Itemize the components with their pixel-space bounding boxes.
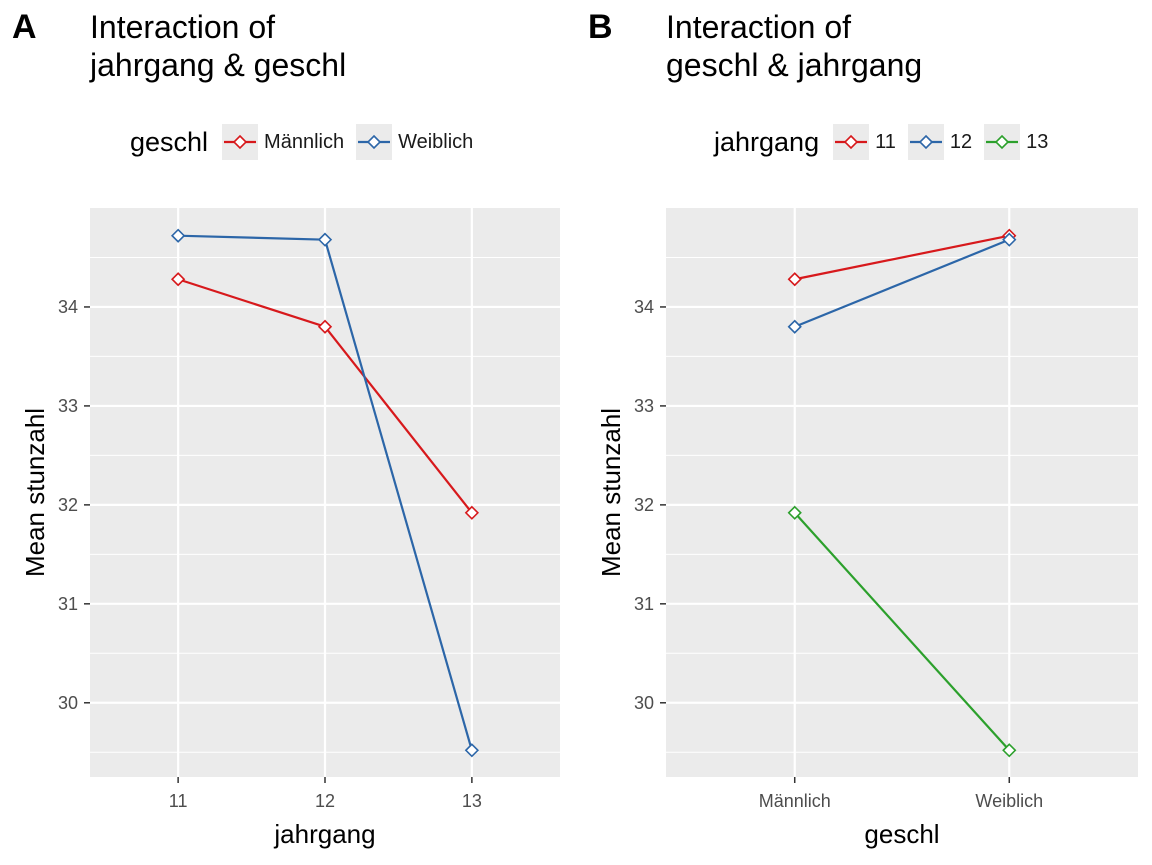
legend-title: jahrgang: [714, 126, 820, 157]
legend-key: [356, 124, 393, 160]
y-tick-label: 30: [634, 693, 654, 713]
legend-item: Weiblich: [356, 124, 473, 160]
plot-area: 30 31 32 33 34 11 12 13 jahrgang Mean stunzahl: [20, 208, 560, 849]
series-line-13: [793, 512, 1011, 752]
y-tick-label: 32: [58, 495, 78, 515]
legend-key: [907, 124, 944, 160]
data-point: [787, 505, 802, 520]
y-tick-label: 31: [634, 594, 654, 614]
chart-title: Interaction of geschl & jahrgang: [666, 8, 922, 84]
legend-label: Weiblich: [398, 130, 474, 153]
series-line-12: [794, 238, 1010, 328]
legend-label: 11: [875, 130, 896, 153]
chart-title-line-1: Interaction of: [90, 9, 275, 45]
y-tick-label: 30: [58, 693, 78, 713]
plot-area: 30 31 32 33 34 Männlich Weiblich geschl Mean stu…: [596, 208, 1138, 849]
panel-tag: A: [12, 8, 37, 46]
y-tick-label: 34: [634, 297, 654, 317]
legend-item: 12: [907, 124, 973, 160]
panel-b: B Interaction of geschl & jahrgang jahrg…: [576, 0, 1152, 865]
chart-title: Interaction of jahrgang & geschl: [90, 8, 346, 84]
legend-label: 12: [949, 130, 973, 153]
data-point: [317, 319, 333, 334]
legend: jahrgang 11 12 13: [714, 122, 1060, 162]
legend-item: Männlich: [222, 124, 344, 160]
legend-item: 11: [833, 124, 896, 160]
y-tick-label: 33: [634, 396, 654, 416]
legend-items: 11 12 13: [833, 124, 1060, 160]
y-tick-label: 31: [58, 594, 78, 614]
legend-label: 13: [1026, 130, 1049, 153]
plot-background: [666, 208, 1138, 777]
legend: geschl Männlich Weiblich: [130, 122, 485, 162]
x-tick-label: 13: [462, 791, 482, 811]
legend-label: Männlich: [264, 130, 345, 153]
x-axis-title: jahrgang: [273, 819, 375, 849]
x-tick-label: 12: [315, 791, 335, 811]
y-tick-label: 32: [634, 495, 654, 515]
x-tick-label: Männlich: [759, 791, 831, 811]
data-point: [1002, 743, 1017, 758]
data-point: [1002, 232, 1017, 247]
chart-title-line-2: jahrgang & geschl: [90, 47, 347, 83]
data-point: [317, 232, 333, 247]
x-axis-title: geschl: [864, 819, 939, 849]
panel-tag: B: [588, 8, 613, 46]
data-point: [170, 228, 186, 243]
legend-item: 13: [984, 124, 1048, 160]
y-axis-title: Mean stunzahl: [596, 408, 626, 577]
legend-items: Männlich Weiblich: [222, 124, 485, 160]
y-tick-label: 34: [58, 297, 78, 317]
series-line-11: [794, 234, 1010, 281]
data-point: [464, 743, 480, 758]
legend-key: [222, 124, 259, 160]
data-point: [787, 272, 802, 287]
x-tick-label: 11: [169, 791, 188, 811]
chart-title-line-2: geschl & jahrgang: [666, 47, 923, 83]
chart-title-line-1: Interaction of: [666, 9, 851, 45]
data-point: [170, 272, 186, 287]
y-axis-title: Mean stunzahl: [20, 408, 50, 577]
legend-key: [833, 124, 870, 160]
y-tick-label: 33: [58, 396, 78, 416]
data-point: [787, 319, 802, 334]
legend-title: geschl: [130, 126, 209, 157]
legend-key: [984, 124, 1021, 160]
data-point: [464, 505, 480, 520]
panel-a: A Interaction of jahrgang & geschl gesch…: [12, 8, 560, 849]
x-tick-label: Weiblich: [975, 791, 1043, 811]
